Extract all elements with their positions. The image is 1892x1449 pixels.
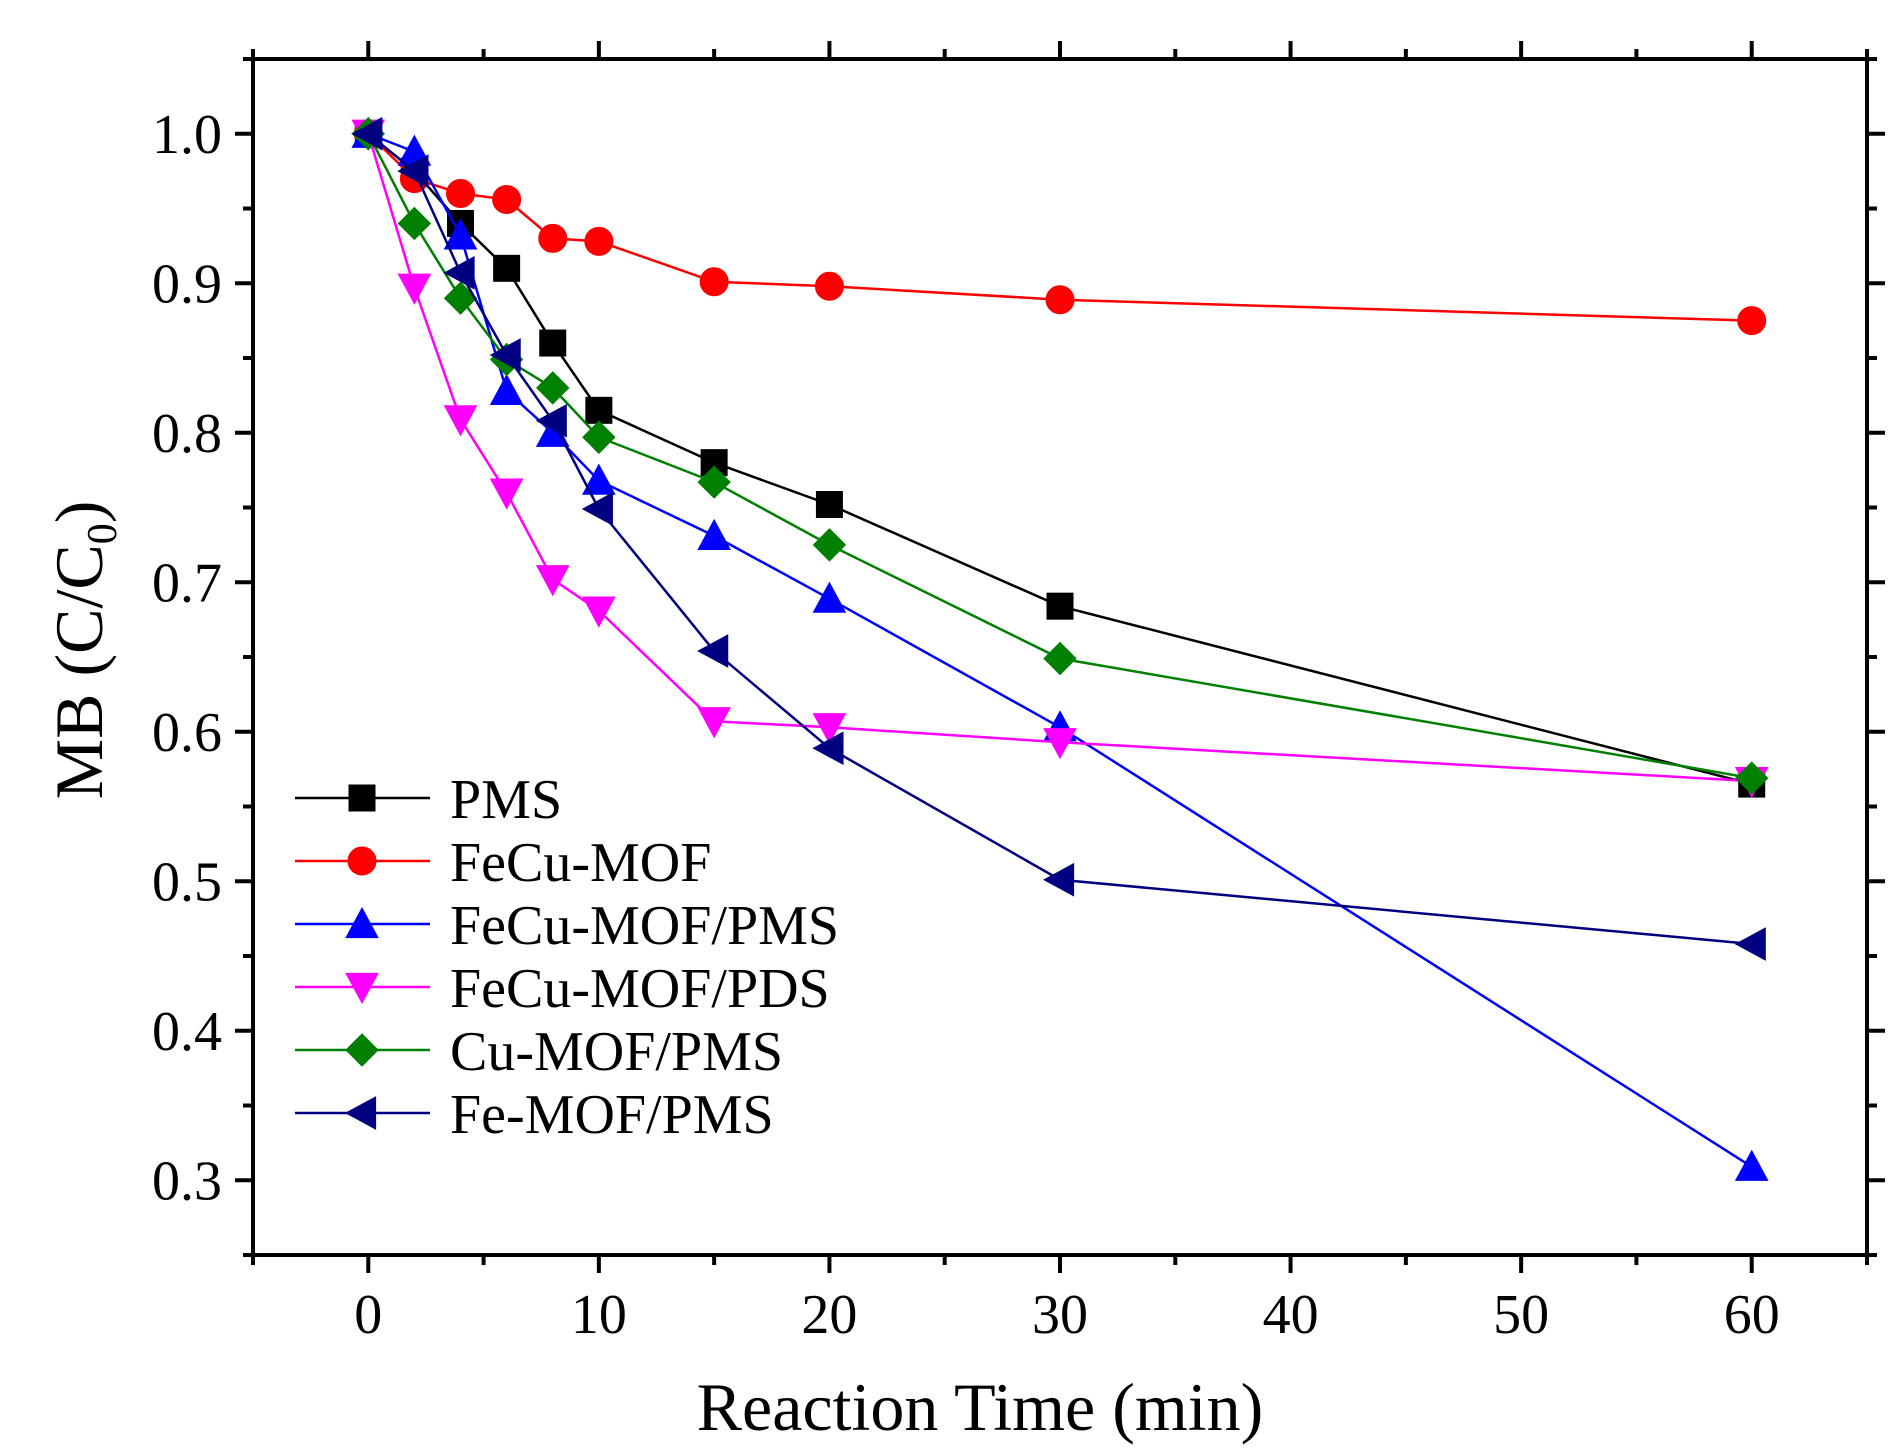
y-tick-labels: 0.3 0.4 0.5 0.6 0.7 0.8 0.9 1.0 [152, 104, 222, 1213]
data-point [697, 634, 729, 668]
data-point [814, 271, 844, 301]
data-point [1043, 641, 1077, 676]
legend-marker [345, 972, 379, 1005]
series-layer [351, 116, 1769, 1181]
data-point [697, 518, 731, 551]
data-point [535, 403, 567, 438]
legend-item: FeCu-MOF [295, 832, 711, 894]
data-point [699, 267, 729, 297]
data-point [1045, 285, 1075, 315]
y-axis-title: MB (C/C0) [41, 501, 126, 800]
y-tick-label: 0.4 [152, 1001, 222, 1063]
data-point [1734, 1149, 1769, 1181]
legend-item: Fe-MOF/PMS [295, 1084, 774, 1146]
legend-label: Cu-MOF/PMS [450, 1021, 783, 1083]
x-tick-labels: 0 10 20 30 40 50 60 [354, 1284, 1779, 1346]
x-tick-label: 30 [1032, 1284, 1088, 1346]
data-point [539, 329, 567, 357]
data-point [697, 465, 731, 499]
y-axis-title-subscript: 0 [80, 523, 126, 544]
legend-label: FeCu-MOF/PMS [450, 895, 839, 957]
legend-marker [344, 1096, 377, 1130]
series-line [367, 132, 1753, 1168]
data-point [443, 255, 475, 290]
data-point [493, 254, 521, 282]
legend-label: PMS [450, 769, 562, 831]
y-tick-label: 0.9 [152, 253, 222, 315]
legend-item: PMS [295, 769, 562, 831]
data-point [582, 463, 616, 495]
legend-marker [345, 906, 379, 939]
legend: PMSFeCu-MOFFeCu-MOF/PMSFeCu-MOF/PDSCu-MO… [295, 769, 839, 1146]
y-tick-label: 0.3 [152, 1150, 222, 1212]
y-axis-title-main: MB (C/C [41, 544, 117, 799]
legend-item: FeCu-MOF/PMS [295, 895, 839, 957]
data-point [582, 420, 616, 454]
y-tick-label: 0.8 [152, 403, 222, 465]
x-tick-label: 10 [571, 1284, 627, 1346]
data-point [812, 713, 847, 745]
y-tick-label: 0.6 [152, 702, 222, 764]
data-point [1737, 306, 1767, 336]
data-point [697, 707, 731, 739]
x-axis-title: Reaction Time (min) [697, 1369, 1264, 1445]
data-point [585, 396, 613, 424]
legend-label: FeCu-MOF [450, 832, 711, 894]
data-point [397, 206, 432, 241]
y-tick-label: 0.7 [152, 552, 222, 614]
data-point [812, 528, 847, 562]
x-tick-label: 40 [1263, 1284, 1319, 1346]
series-line [367, 133, 1752, 780]
series-line [367, 132, 1752, 946]
y-axis-title-close: ) [41, 501, 117, 524]
data-point [443, 405, 478, 437]
data-point [489, 373, 524, 405]
data-point [397, 154, 429, 188]
series-line [367, 133, 1752, 783]
x-tick-label: 20 [801, 1284, 857, 1346]
data-point [1734, 927, 1766, 961]
series-line [367, 132, 1753, 786]
x-tick-label: 50 [1493, 1284, 1549, 1346]
legend-item: Cu-MOF/PMS [295, 1021, 783, 1083]
data-point [812, 581, 847, 613]
data-point [1735, 761, 1769, 795]
legend-marker [345, 1033, 379, 1067]
data-point [489, 478, 524, 510]
x-tick-label: 0 [354, 1284, 382, 1346]
y-tick-label: 1.0 [152, 104, 222, 166]
plot-frame [251, 57, 1869, 1257]
data-point [582, 596, 616, 628]
data-point [536, 371, 570, 405]
series-fe-mof-pms [351, 116, 1766, 961]
data-point [581, 492, 613, 526]
data-point [351, 116, 383, 151]
legend-label: Fe-MOF/PMS [450, 1084, 774, 1146]
data-point [815, 491, 843, 519]
data-point [1042, 862, 1075, 897]
x-tick-label: 60 [1724, 1284, 1780, 1346]
legend-marker [347, 846, 377, 876]
data-point [397, 273, 432, 305]
data-point [538, 223, 568, 253]
data-point [443, 218, 478, 250]
series-line [367, 132, 1752, 322]
data-point [812, 731, 844, 766]
data-point [492, 185, 522, 215]
data-point [1046, 592, 1074, 620]
data-point [584, 226, 614, 256]
data-point [446, 179, 476, 209]
data-point [489, 338, 521, 372]
y-tick-label: 0.5 [152, 851, 222, 913]
data-point [1043, 728, 1077, 760]
legend-item: FeCu-MOF/PDS [295, 958, 830, 1020]
data-point [535, 565, 570, 597]
legend-marker [348, 784, 376, 812]
legend-label: FeCu-MOF/PDS [450, 958, 830, 1020]
